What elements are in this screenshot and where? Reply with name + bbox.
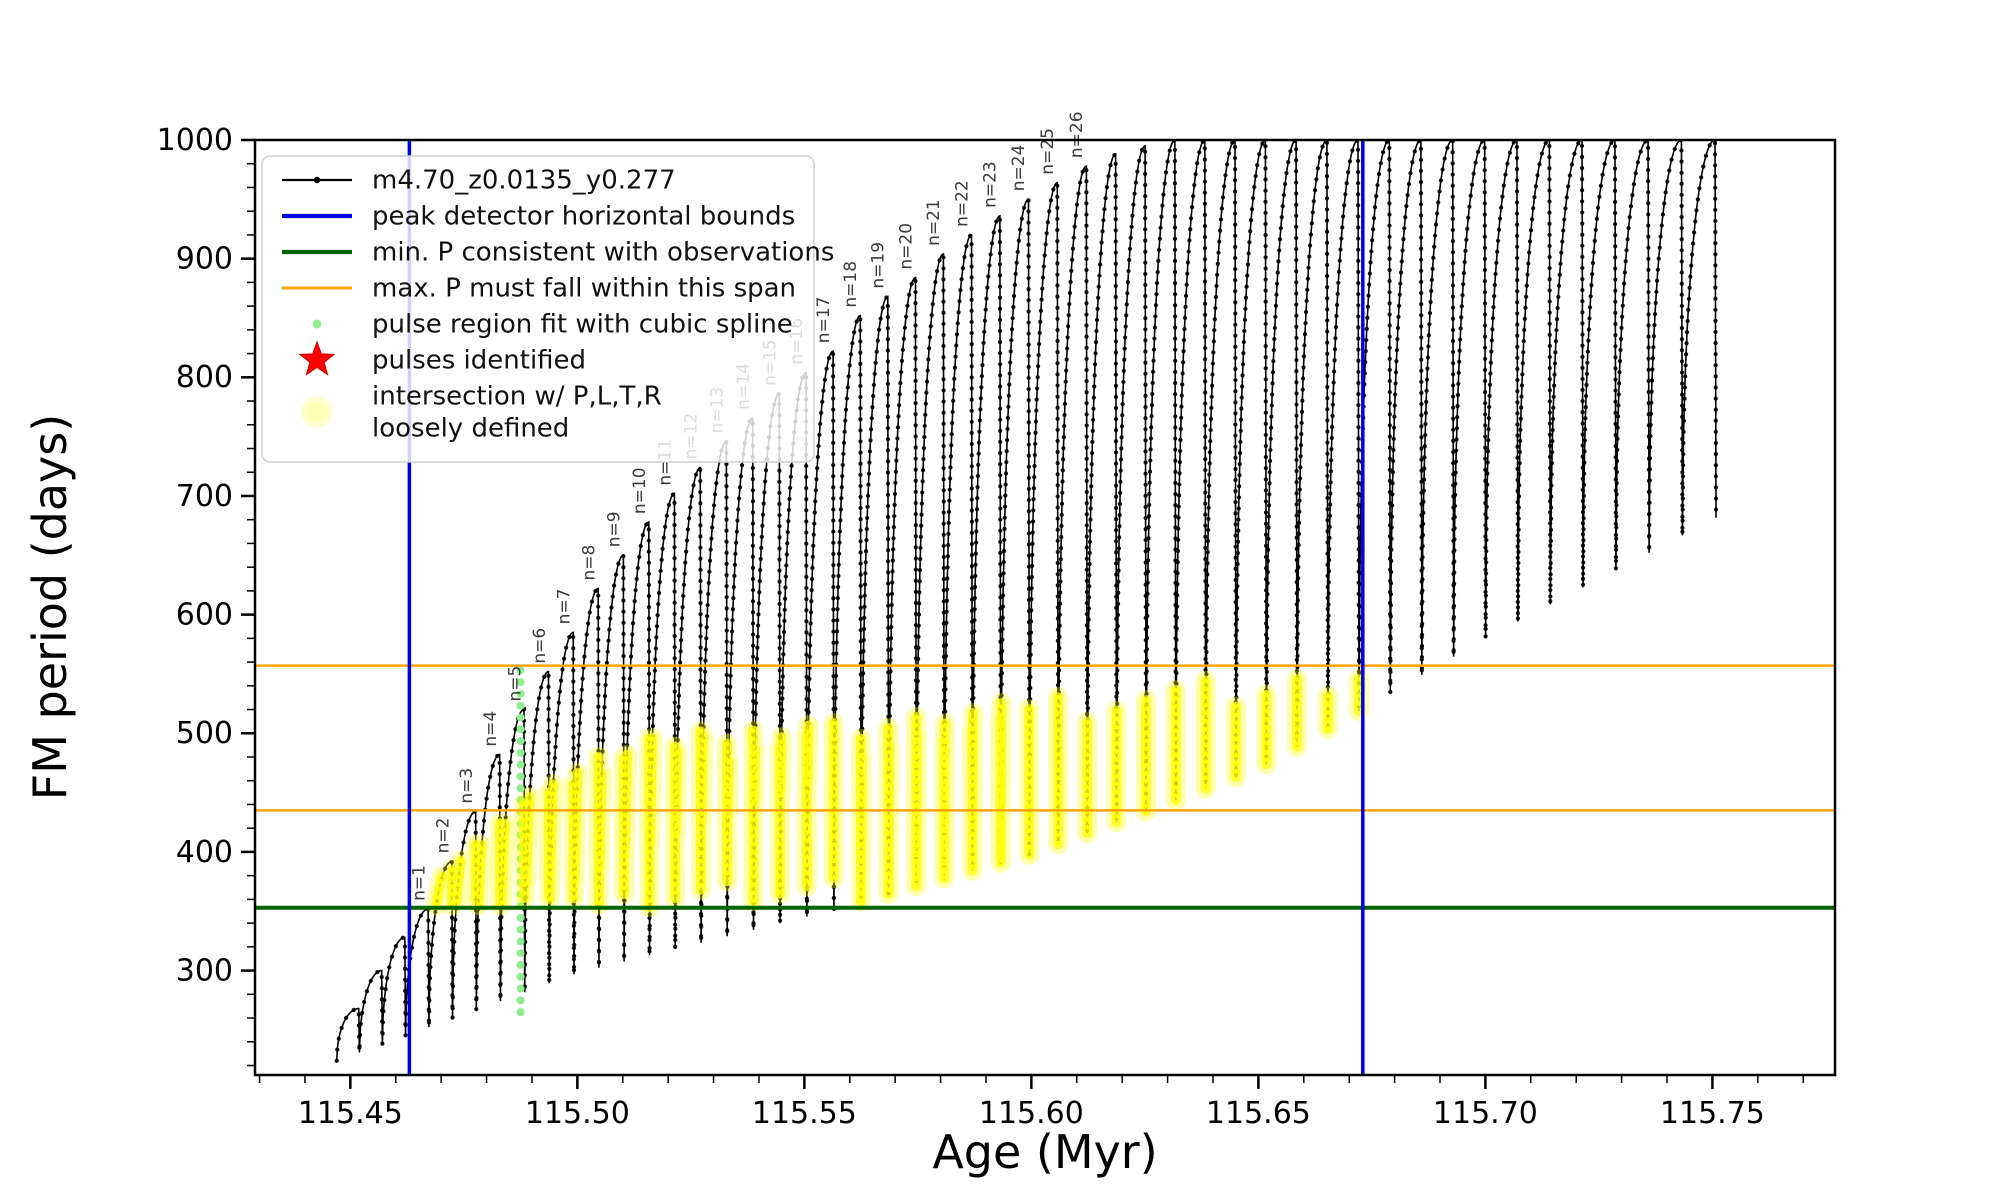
pulse-label: n=7 — [555, 589, 575, 625]
legend-entry-label: min. P consistent with observations — [372, 238, 834, 268]
pulse-label: n=23 — [981, 161, 1001, 208]
legend-entry-label: pulses identified — [372, 346, 586, 376]
axes: 115.45 115.50 115.55 115.60 115.65 115.70 115.… — [157, 123, 1804, 1131]
pulse-label: n=2 — [433, 818, 453, 854]
spline-dot — [516, 984, 525, 993]
pulse-label: n=19 — [869, 242, 889, 289]
axes-spines — [253, 138, 1837, 1077]
spline-dot — [516, 725, 525, 734]
pulse-label: n=17 — [814, 297, 834, 344]
spline-dot — [516, 760, 525, 769]
pulse-label: n=3 — [457, 768, 477, 804]
y-axis-label: FM period (days) — [23, 414, 77, 800]
pulse-label: n=4 — [481, 711, 501, 747]
legend-entry-label: intersection w/ P,L,T,R — [372, 382, 662, 412]
spline-dot — [516, 701, 525, 710]
y-tick-label: 600 — [176, 598, 233, 633]
pulse-label: n=20 — [896, 223, 916, 270]
pulse-label: n=5 — [505, 666, 525, 702]
pulse-label: n=1 — [410, 865, 430, 901]
spline-dot — [516, 678, 525, 687]
x-tick-label: 115.55 — [752, 1096, 857, 1131]
legend-marker-star — [298, 340, 336, 376]
track-dot-markers — [334, 140, 1719, 1063]
spline-dot — [516, 748, 525, 757]
spline-dot — [516, 996, 525, 1005]
pulse-label: n=18 — [841, 261, 861, 308]
x-axis-label: Age (Myr) — [932, 1125, 1157, 1179]
spline-dot — [516, 960, 525, 969]
spline-dot — [516, 772, 525, 781]
spline-dot — [516, 937, 525, 946]
spline-dot — [516, 925, 525, 934]
intersection-dots — [434, 677, 1362, 910]
spline-dot — [516, 666, 525, 675]
y-tick-label: 900 — [176, 242, 233, 277]
legend-marker-blob — [306, 401, 328, 423]
y-tick-label: 700 — [176, 479, 233, 514]
spline-dot — [516, 1008, 525, 1017]
legend-marker-spline-dot — [312, 319, 322, 329]
x-tick-label: 115.45 — [298, 1096, 403, 1131]
pulse-label: n=8 — [579, 545, 599, 581]
legend-entry-label: peak detector horizontal bounds — [372, 202, 795, 232]
y-tick-label: 800 — [176, 360, 233, 395]
legend-marker-dot — [313, 176, 321, 184]
legend-entry-label: max. P must fall within this span — [372, 274, 796, 304]
y-tick-label: 500 — [176, 716, 233, 751]
spline-dot — [516, 713, 525, 722]
legend-entry-label: pulse region fit with cubic spline — [372, 310, 793, 340]
legend-entry-label: m4.70_z0.0135_y0.277 — [372, 166, 676, 196]
intersection-band — [426, 669, 1369, 918]
pulse-label: n=24 — [1009, 145, 1029, 192]
legend-box — [261, 155, 815, 463]
pulse-label: n=21 — [924, 199, 944, 246]
pulse-label: n=26 — [1067, 111, 1087, 158]
y-tick-label: 1000 — [157, 123, 233, 158]
pulse-label: n=9 — [605, 511, 625, 547]
x-tick-label: 115.75 — [1660, 1096, 1765, 1131]
pulse-label: n=25 — [1038, 128, 1058, 175]
spline-dot — [516, 913, 525, 922]
spline-dot — [516, 689, 525, 698]
spline-dot — [516, 737, 525, 746]
pulse-track-series — [334, 140, 1719, 1063]
x-tick-label: 115.60 — [979, 1096, 1084, 1131]
x-tick-label: 115.65 — [1206, 1096, 1311, 1131]
spline-dot — [516, 784, 525, 793]
pulse-label: n=10 — [630, 467, 650, 514]
spline-dot — [516, 972, 525, 981]
x-tick-label: 115.50 — [525, 1096, 630, 1131]
x-tick-label: 115.70 — [1433, 1096, 1538, 1131]
spline-dot — [516, 949, 525, 958]
pulse-label: n=22 — [952, 180, 972, 227]
pulse-label: n=6 — [530, 628, 550, 664]
y-tick-label: 300 — [176, 953, 233, 988]
legend-entry-label: loosely defined — [372, 414, 569, 444]
y-tick-label: 400 — [176, 835, 233, 870]
